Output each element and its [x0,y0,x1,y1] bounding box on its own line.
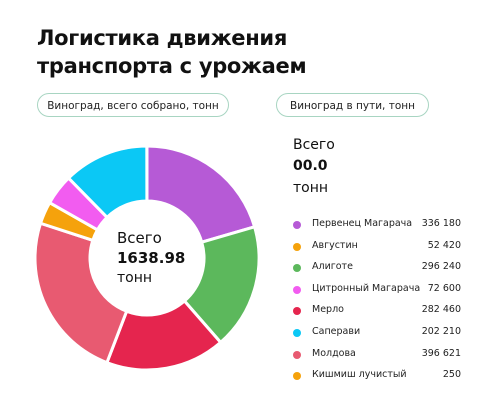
legend-item: Цитронный Магарача 72 600 [293,283,463,297]
legend-dot [293,264,301,273]
tab[interactable]: Виноград, всего собрано, тонн [37,93,229,117]
legend-dot [293,221,301,229]
donut-segment [145,144,257,244]
side-caption: Всего [293,137,335,153]
legend-item: Молдова 396 621 [293,348,463,362]
legend-label: Цитронный Магарача [312,282,421,294]
tab[interactable]: Виноград в пути, тонн [276,93,429,117]
legend-dot [293,350,301,359]
legend-value: 296 240 [421,261,461,273]
legend-dot [293,372,301,381]
legend-label: Августин [312,239,358,251]
center-value: 1638.98 [117,249,186,267]
legend-dot [293,242,301,251]
legend-label: Алиготе [312,261,353,273]
legend-value: 336 180 [421,218,461,229]
legend-value: 52 420 [427,239,461,251]
legend-label: Мерло [312,304,344,316]
legend-value: 282 460 [421,304,461,316]
center-unit: тонн [117,270,153,286]
legend-item: Кишмиш лучистый 250 [293,369,463,383]
side-value: 00.0 [293,158,328,174]
legend-label: Кишмиш лучистый [312,369,407,381]
legend-label: Саперави [312,326,361,337]
center-caption: Всего [117,229,162,247]
legend-item: Мерло 282 460 [293,304,463,318]
legend-item: Августин 52 420 [293,240,463,254]
legend-value: 396 621 [421,347,461,359]
legend-item: Саперави 202 210 [293,326,463,340]
legend-label: Первенец Магарача [312,218,413,229]
side-unit: тонн [293,180,329,196]
legend-dot [293,307,301,316]
legend-dot [293,329,301,337]
legend-item: Алиготе 296 240 [293,261,463,275]
legend-value: 72 600 [427,282,461,294]
legend-value: 250 [442,369,461,381]
donut-segment [33,221,129,365]
title: Логистика движения транспорта с урожаем [37,26,307,78]
legend-label: Молдова [312,347,356,359]
legend-value: 202 210 [421,326,461,337]
legend-item: Первенец Магарача 336 180 [293,218,463,232]
legend-dot [293,285,301,294]
